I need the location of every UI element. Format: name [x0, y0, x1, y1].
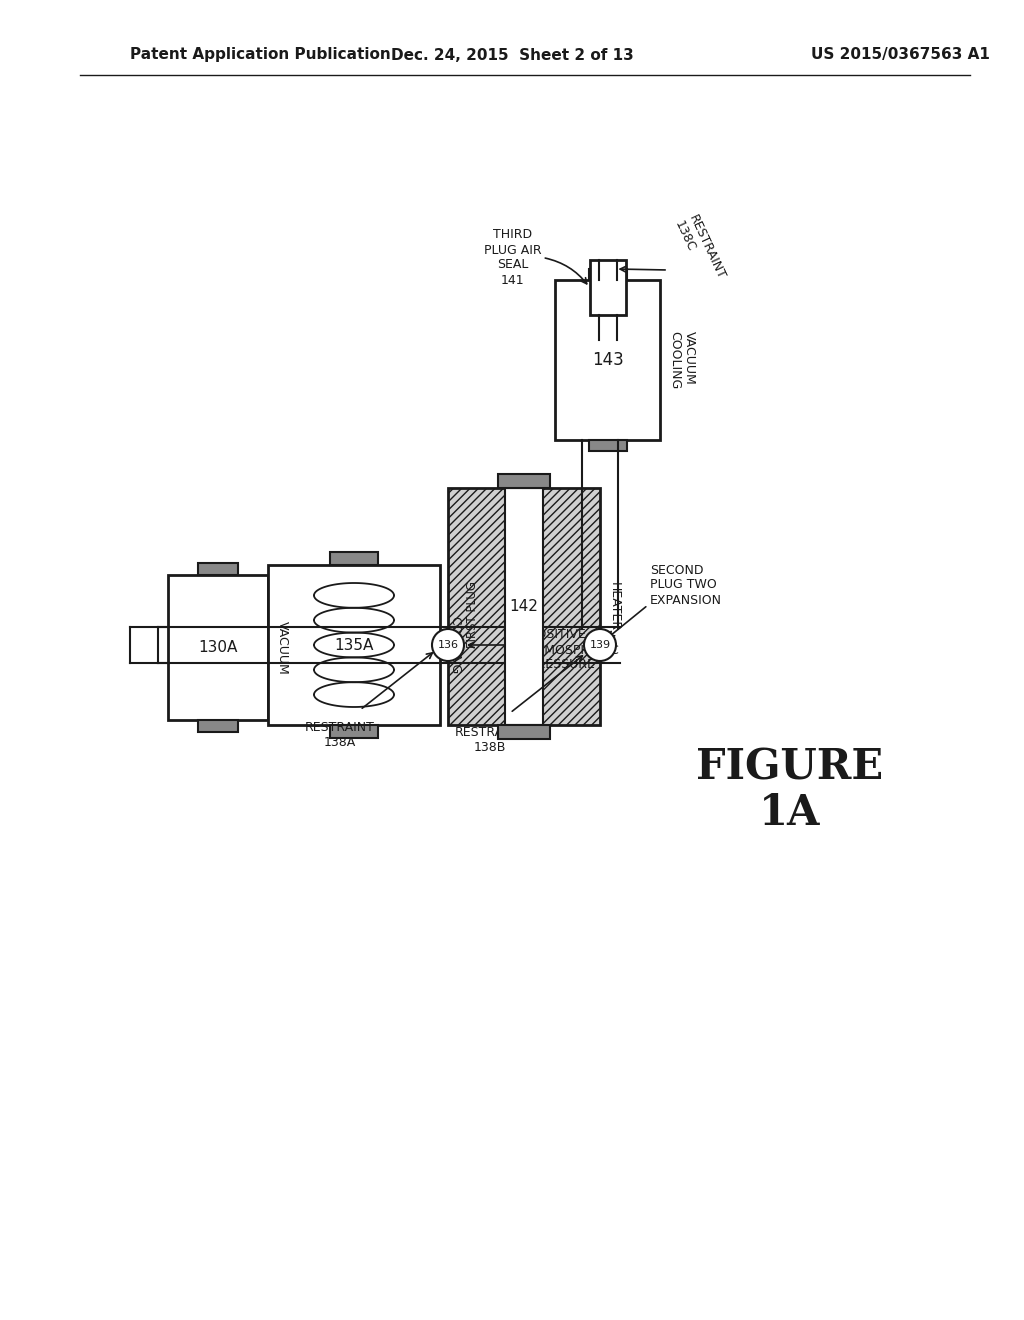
Text: 142: 142 [510, 599, 539, 614]
Text: VACUUM: VACUUM [276, 620, 289, 675]
Bar [590, 260, 626, 315]
Bar [589, 269, 627, 280]
Text: COOLING: COOLING [449, 616, 461, 675]
Text: RESTRAINT
138A: RESTRAINT 138A [305, 721, 375, 748]
Circle shape [584, 630, 616, 661]
Circle shape [432, 630, 464, 661]
Text: Patent Application Publication: Patent Application Publication [130, 48, 391, 62]
Text: FIGURE
1A: FIGURE 1A [696, 746, 884, 834]
Bar [498, 725, 550, 739]
Bar [198, 719, 238, 733]
Bar [330, 725, 378, 738]
Text: RESTRAINT
138C: RESTRAINT 138C [672, 213, 727, 288]
Text: 135A: 135A [334, 638, 374, 652]
Bar [449, 488, 600, 725]
Text: RESTRAINT
138B: RESTRAINT 138B [455, 726, 525, 754]
Text: Dec. 24, 2015  Sheet 2 of 13: Dec. 24, 2015 Sheet 2 of 13 [390, 48, 634, 62]
Text: US 2015/0367563 A1: US 2015/0367563 A1 [811, 48, 989, 62]
Text: THIRD
PLUG AIR
SEAL
141: THIRD PLUG AIR SEAL 141 [483, 228, 542, 286]
Text: 136: 136 [437, 640, 459, 649]
Bar [505, 488, 543, 725]
Text: 130A: 130A [199, 640, 238, 655]
Bar [498, 474, 550, 488]
Text: FIRST PLUG: FIRST PLUG [466, 582, 479, 648]
Text: 143: 143 [592, 351, 624, 370]
Bar [268, 565, 440, 725]
Text: SECOND
PLUG TWO
EXPANSION: SECOND PLUG TWO EXPANSION [650, 564, 722, 606]
Text: 139: 139 [590, 640, 610, 649]
Bar [589, 440, 627, 451]
Text: POSITIVE
ATMOSPHERIC
PRESSURE: POSITIVE ATMOSPHERIC PRESSURE [530, 628, 620, 672]
Text: HEATER: HEATER [608, 582, 621, 631]
Bar [168, 576, 268, 719]
Bar [555, 280, 660, 440]
Text: VACUUM
COOLING: VACUUM COOLING [668, 331, 696, 389]
Bar [198, 564, 238, 576]
Bar [330, 552, 378, 565]
